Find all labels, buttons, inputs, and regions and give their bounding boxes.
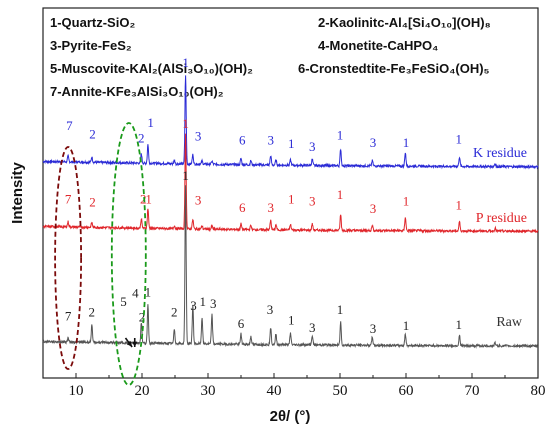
peak-label: 2 xyxy=(89,195,96,210)
peak-label: 1 xyxy=(147,115,154,130)
arrow-head xyxy=(132,341,138,347)
highlight-ellipse-green xyxy=(110,122,147,386)
arrow-head xyxy=(126,341,133,347)
peak-label: 1 xyxy=(199,294,206,309)
peak-label: 1 xyxy=(288,191,295,206)
peak-label: 1 xyxy=(403,135,410,150)
peak-label: 1 xyxy=(288,136,295,151)
legend-item-2: 2-Kaolinitc-Al₄[Si₄O₁₀](OH)₈ xyxy=(318,15,491,30)
peak-label: 1 xyxy=(182,116,189,131)
legend-item-3: 3-Pyrite-FeS₂ xyxy=(50,38,132,53)
peak-label: 3 xyxy=(267,200,274,215)
x-tick-label: 10 xyxy=(69,383,84,399)
peak-label: 4 xyxy=(132,285,139,300)
peak-label: 7 xyxy=(66,118,73,133)
peak-label: 3 xyxy=(267,302,274,317)
peak-label: 1 xyxy=(456,317,463,332)
peak-label: 2 xyxy=(171,304,178,319)
legend-item-5: 5-Muscovite-KAl₂(AlSi₃O₁₀)(OH)₂ xyxy=(50,61,253,76)
peak-label: 6 xyxy=(238,316,245,331)
peak-label: 1 xyxy=(403,318,410,333)
legend-item-7: 7-Annite-KFe₃AlSi₃O₁₀(OH)₂ xyxy=(50,84,224,99)
series-line-0 xyxy=(42,75,539,170)
legend-item-1: 1-Quartz-SiO₂ xyxy=(50,15,135,30)
peak-label: 2 xyxy=(138,131,145,146)
x-tick-label: 30 xyxy=(201,383,216,399)
peak-label: 1 xyxy=(288,313,295,328)
x-tick-label: 20 xyxy=(135,383,150,399)
x-axis-ticks: 10 20 30 40 50 60 70 80 xyxy=(42,373,546,399)
peak-label: 3 xyxy=(309,194,316,209)
series-name-label: K residue xyxy=(473,146,527,161)
legend-item-6: 6-Cronstedtite-Fe₃FeSiO₄(OH)₅ xyxy=(298,61,490,76)
series-name-label: P residue xyxy=(476,211,527,226)
x-tick-label: 60 xyxy=(399,383,414,399)
peak-label: 3 xyxy=(309,320,316,335)
series-line-1 xyxy=(42,133,539,234)
series-name-label: Raw xyxy=(496,315,523,330)
peak-label: 1 xyxy=(145,284,152,299)
peak-label: 5 xyxy=(120,294,127,309)
peak-label: 3 xyxy=(370,321,377,336)
x-tick-label: 50 xyxy=(333,383,348,399)
peak-label: 2 xyxy=(89,304,96,319)
peak-label: 6 xyxy=(239,133,246,148)
peak-label: 2 xyxy=(140,191,147,206)
peak-label: 1 xyxy=(337,302,344,317)
y-axis-title: Intensity xyxy=(9,162,26,224)
peak-label: 3 xyxy=(190,298,197,313)
peak-label: 1 xyxy=(456,132,463,147)
x-axis-title: 2θ/ (°) xyxy=(270,408,311,425)
peak-label: 1 xyxy=(337,127,344,142)
peak-label: 3 xyxy=(309,139,316,154)
x-tick-label: 40 xyxy=(267,383,282,399)
x-tick-label: 70 xyxy=(465,383,480,399)
peak-label: 3 xyxy=(195,192,202,207)
x-tick-label: 80 xyxy=(531,383,546,399)
peak-label: 1 xyxy=(456,198,463,213)
peak-label: 1 xyxy=(337,187,344,202)
peak-label: 3 xyxy=(210,296,217,311)
peak-label: 3 xyxy=(370,201,377,216)
series-traces xyxy=(42,75,539,349)
highlight-ellipse-red xyxy=(54,146,82,370)
peak-label: 1 xyxy=(403,194,410,209)
peak-label: 1 xyxy=(182,55,189,70)
plot-frame xyxy=(42,7,539,379)
peak-label: 7 xyxy=(65,309,72,324)
peak-label: 7 xyxy=(65,191,72,206)
peak-label: 1 xyxy=(145,191,152,206)
peak-label: 1 xyxy=(182,168,189,183)
peak-label: 3 xyxy=(195,129,202,144)
peak-label: 6 xyxy=(239,200,246,215)
peak-label: 2 xyxy=(89,126,96,141)
legend-item-4: 4-Monetite-CaHPO₄ xyxy=(318,38,438,53)
series-line-2 xyxy=(42,185,539,349)
peak-label: 3 xyxy=(370,135,377,150)
peak-label: 2 xyxy=(139,310,146,325)
peak-label: 3 xyxy=(267,133,274,148)
